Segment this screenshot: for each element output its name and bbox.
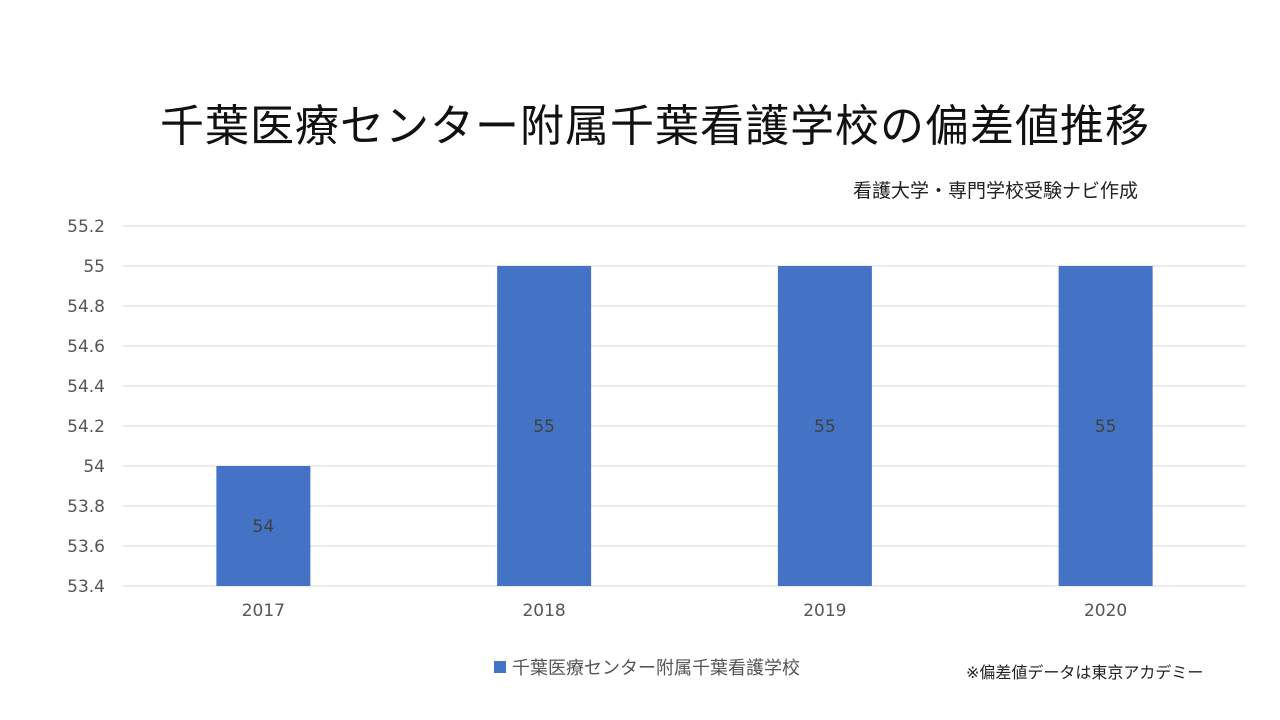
bar (497, 266, 592, 586)
x-tick-label: 2019 (803, 601, 846, 621)
data-label: 55 (533, 417, 555, 437)
x-tick-label: 2020 (1084, 601, 1127, 621)
y-axis-ticks: 53.4 53.6 53.8 54 54.2 54.4 54.6 54.8 55 55.2 (67, 217, 105, 597)
chart-credit: 看護大学・専門学校受験ナビ作成 (853, 180, 1139, 202)
y-tick-label: 53.8 (67, 497, 105, 517)
bars: 54 55 55 55 (216, 266, 1153, 586)
legend: 千葉医療センター附属千葉看護学校 (494, 654, 800, 680)
y-tick-label: 55 (83, 257, 105, 277)
data-label: 55 (814, 417, 836, 437)
legend-label: 千葉医療センター附属千葉看護学校 (512, 658, 800, 679)
y-tick-label: 54.4 (67, 377, 105, 397)
source-note: ※偏差値データは東京アカデミー (966, 663, 1204, 682)
bar (1058, 266, 1153, 586)
y-tick-label: 55.2 (67, 217, 105, 237)
y-tick-label: 53.4 (67, 577, 105, 597)
chart-title: 千葉医療センター附属千葉看護学校の偏差値推移 (160, 101, 1150, 152)
x-axis-ticks: 2017 2018 2019 2020 (242, 601, 1128, 621)
y-tick-label: 54.8 (67, 297, 105, 317)
y-tick-label: 53.6 (67, 537, 105, 557)
bar (216, 466, 311, 586)
x-tick-label: 2018 (522, 601, 565, 621)
legend-swatch (494, 661, 506, 673)
y-tick-label: 54.2 (67, 417, 105, 437)
y-tick-label: 54.6 (67, 337, 105, 357)
bar (777, 266, 872, 586)
data-label: 55 (1095, 417, 1117, 437)
x-tick-label: 2017 (242, 601, 285, 621)
data-label: 54 (253, 517, 275, 537)
y-tick-label: 54 (83, 457, 105, 477)
